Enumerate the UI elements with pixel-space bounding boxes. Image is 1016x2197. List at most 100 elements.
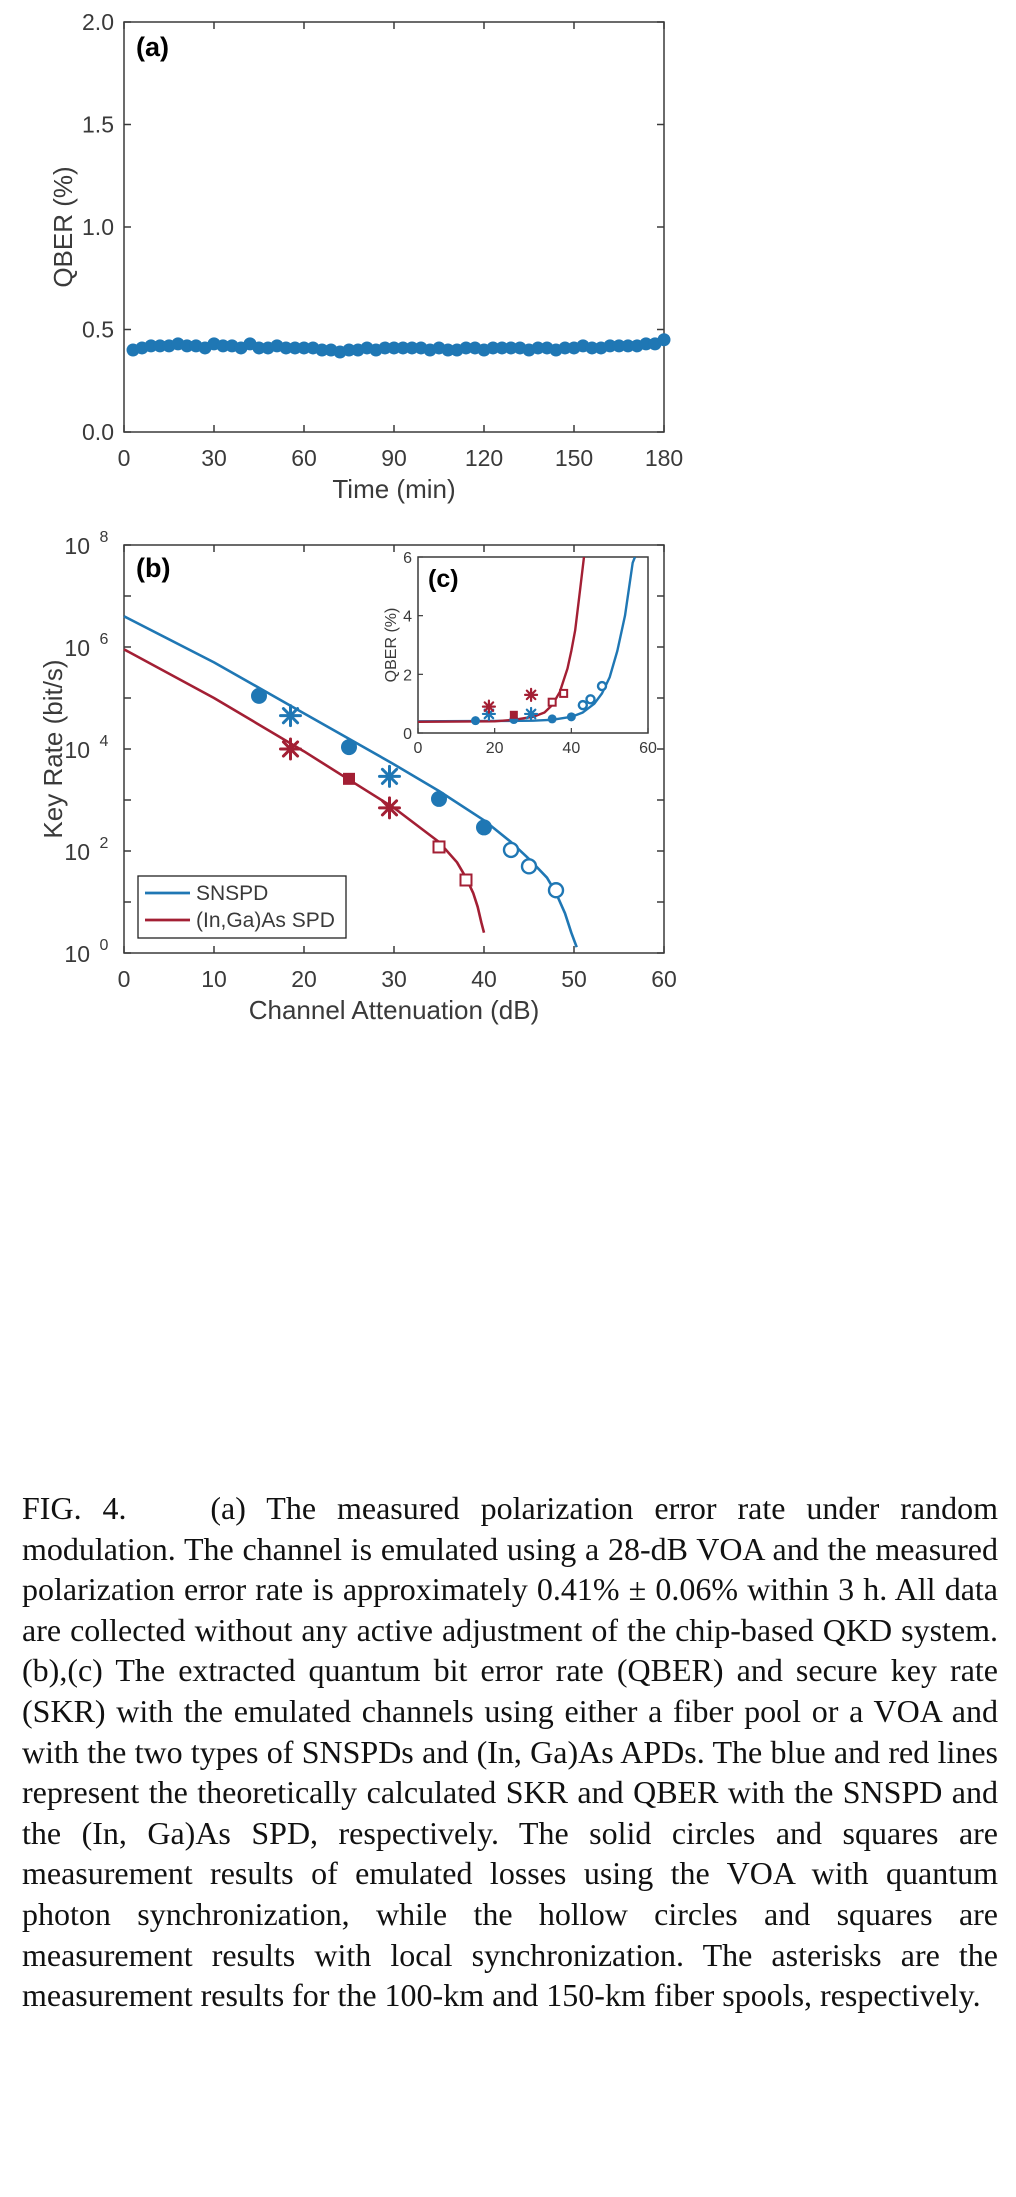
hollow-circle-marker — [585, 694, 596, 705]
qber-point — [288, 341, 302, 355]
qber-point — [153, 339, 167, 353]
solid-circle-marker — [566, 712, 576, 722]
qber-point — [180, 339, 194, 353]
solid-square-marker — [509, 710, 518, 719]
x-tick-label: 150 — [555, 445, 593, 471]
y-tick-label: 0 — [403, 726, 412, 743]
y-tick-label: 4 — [403, 609, 412, 626]
asterisk-marker — [378, 764, 401, 788]
y-tick-label: 10 — [64, 635, 90, 661]
solid-circle-marker — [431, 790, 447, 807]
qber-point — [639, 337, 653, 351]
asterisk-marker — [481, 706, 497, 722]
x-tick-label: 40 — [471, 966, 497, 992]
qber-point — [252, 341, 266, 355]
figure-caption: FIG. 4. (a) The measured polarization er… — [22, 1488, 998, 2016]
y-tick-label: 0.5 — [82, 317, 114, 343]
hollow-circle-marker — [596, 680, 608, 692]
qber-point — [378, 341, 392, 355]
y-tick-label: 1.5 — [82, 112, 114, 138]
y-tick-label: 1.0 — [82, 214, 114, 240]
y-axis-label: Key Rate (bit/s) — [38, 659, 68, 838]
qber-point — [405, 341, 419, 355]
plot-frame — [417, 556, 649, 734]
chart-c-inset: 0 20 40 60 0 2 4 6 QBER (%) (c) — [383, 550, 657, 757]
caption-lead: FIG. 4. — [22, 1490, 127, 1526]
legend-box — [137, 875, 347, 939]
qber-point — [342, 343, 356, 357]
x-tick-label: 50 — [561, 966, 587, 992]
qber-point — [144, 339, 158, 353]
qber-point — [216, 339, 230, 353]
qber-point — [279, 341, 293, 355]
qber-point — [585, 341, 599, 355]
y-axis-label: QBER (%) — [383, 608, 400, 683]
x-tick-label: 40 — [562, 740, 580, 757]
x-tick-label: 0 — [414, 740, 423, 757]
y-tick-label: 10 — [64, 941, 90, 967]
x-tick-label: 30 — [381, 966, 407, 992]
hollow-square-marker — [432, 840, 446, 854]
hollow-circle-marker — [577, 699, 589, 711]
x-tick-label: 20 — [486, 740, 504, 757]
x-tick-label: 20 — [291, 966, 317, 992]
hollow-square-marker — [459, 873, 473, 887]
x-tick-label: 90 — [381, 445, 407, 471]
asterisk-marker — [279, 704, 302, 728]
asterisk-marker — [378, 796, 401, 820]
x-tick-label: 10 — [201, 966, 227, 992]
y-tick-exponent: 8 — [100, 529, 109, 546]
y-tick-exponent: 0 — [100, 937, 109, 954]
asterisk-marker — [523, 687, 539, 702]
legend-label: SNSPD — [196, 882, 268, 905]
qber-point — [315, 343, 329, 357]
inset-background — [418, 557, 648, 733]
theory-line-blue — [418, 557, 637, 723]
y-tick-exponent: 2 — [100, 835, 109, 852]
x-tick-label: 30 — [201, 445, 227, 471]
panel-label-c: (c) — [428, 565, 459, 593]
hollow-circle-marker — [547, 882, 565, 899]
y-tick-label: 10 — [64, 839, 90, 865]
legend-label: (In,Ga)As SPD — [196, 909, 335, 932]
y-tick-label: 2.0 — [82, 9, 114, 35]
y-tick-label: 10 — [64, 737, 90, 763]
y-tick-label: 6 — [403, 550, 412, 567]
qber-point — [297, 341, 311, 355]
qber-point — [486, 341, 500, 355]
y-tick-label: 0.0 — [82, 419, 114, 445]
solid-circle-marker — [476, 819, 492, 836]
solid-circle-marker — [341, 739, 357, 756]
solid-circle-marker — [547, 714, 557, 724]
hollow-circle-marker — [502, 841, 520, 859]
hollow-square-marker — [559, 688, 569, 698]
asterisk-marker — [481, 699, 497, 714]
asterisk-marker — [523, 706, 539, 722]
y-axis-label: QBER (%) — [48, 166, 78, 287]
y-tick-exponent: 4 — [100, 733, 109, 750]
plot-frame — [123, 21, 665, 433]
qber-point — [387, 341, 401, 355]
hollow-square-marker — [547, 697, 557, 707]
asterisk-marker — [279, 737, 302, 761]
x-tick-label: 60 — [651, 966, 677, 992]
solid-circle-marker — [251, 687, 267, 704]
qber-point — [612, 339, 626, 353]
solid-square-marker — [343, 772, 355, 785]
qber-point — [504, 341, 518, 355]
hollow-circle-marker — [520, 858, 538, 875]
y-tick-label: 10 — [64, 533, 90, 559]
y-tick-label: 2 — [403, 667, 412, 684]
qber-point — [558, 341, 572, 355]
x-tick-label: 180 — [645, 445, 683, 471]
qber-point — [495, 341, 509, 355]
qber-point — [657, 333, 671, 347]
x-tick-label: 60 — [291, 445, 317, 471]
solid-circle-marker — [471, 716, 480, 726]
qber-point — [396, 341, 410, 355]
qber-point — [441, 343, 455, 357]
x-tick-label: 60 — [639, 740, 657, 757]
qber-point — [603, 339, 617, 353]
x-tick-label: 0 — [118, 445, 131, 471]
